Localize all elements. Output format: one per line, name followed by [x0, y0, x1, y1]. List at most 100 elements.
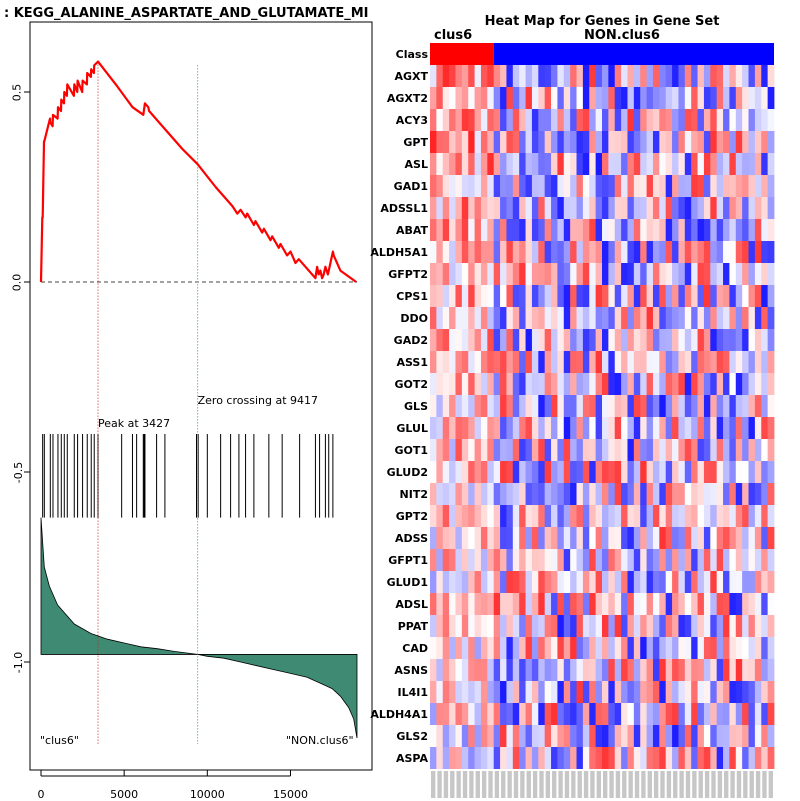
heatmap-cell	[703, 131, 711, 153]
heatmap-cell	[538, 703, 546, 725]
heatmap-cell	[754, 109, 762, 131]
heatmap-cell	[621, 351, 628, 373]
heatmap-cell	[678, 747, 686, 769]
heatmap-cell	[449, 241, 456, 263]
heatmap-cell	[595, 659, 603, 681]
heatmap-cell	[691, 461, 698, 483]
heatmap-cell	[525, 87, 533, 109]
heatmap-cell	[697, 483, 705, 505]
heatmap-cell	[525, 527, 533, 549]
heatmap-cell	[519, 417, 526, 439]
heatmap-cell	[582, 659, 590, 681]
heatmap-cell	[474, 659, 482, 681]
heatmap-cell	[576, 197, 584, 219]
heatmap-cell	[621, 549, 628, 571]
heatmap-cell	[589, 725, 597, 747]
heatmap-cell	[633, 549, 641, 571]
heatmap-cell	[442, 197, 450, 219]
heatmap-cell	[723, 219, 730, 241]
heatmap-cell	[480, 417, 488, 439]
heatmap-cell	[563, 263, 571, 285]
heatmap-cell	[691, 615, 698, 637]
heatmap-cell	[455, 65, 463, 87]
heatmap-cell	[754, 439, 762, 461]
heatmap-cell	[506, 659, 514, 681]
heatmap-cell	[589, 527, 597, 549]
heatmap-cell	[474, 483, 482, 505]
heatmap-cell	[633, 725, 641, 747]
heatmap-cell	[570, 65, 577, 87]
heatmap-cell	[672, 131, 679, 153]
column-label-mark	[730, 771, 735, 798]
heatmap-cell	[608, 593, 616, 615]
heatmap-cell	[551, 681, 558, 703]
heatmap-cell	[474, 703, 482, 725]
heatmap-cell	[595, 373, 603, 395]
heatmap-cell	[500, 527, 507, 549]
heatmap-cell	[659, 417, 667, 439]
heatmap-cell	[563, 219, 571, 241]
heatmap-cell	[703, 351, 711, 373]
heatmap-cell	[519, 175, 526, 197]
heatmap-cell	[461, 505, 469, 527]
heatmap-cell	[512, 505, 520, 527]
heatmap-cell	[436, 725, 444, 747]
heatmap-cell	[487, 329, 495, 351]
x-tick-label: 5000	[110, 788, 139, 801]
heatmap-cell	[461, 747, 469, 769]
heatmap-cell	[633, 637, 641, 659]
heatmap-cell	[742, 681, 749, 703]
heatmap-cell	[557, 241, 565, 263]
heatmap-cell	[608, 175, 616, 197]
heatmap-cell	[659, 351, 667, 373]
heatmap-cell	[461, 637, 469, 659]
heatmap-cell	[652, 549, 660, 571]
heatmap-cell	[480, 439, 488, 461]
heatmap-cell	[614, 571, 622, 593]
heatmap-cell	[506, 263, 514, 285]
heatmap-cell	[525, 373, 533, 395]
heatmap-cell	[442, 725, 450, 747]
heatmap-cell	[716, 593, 724, 615]
heatmap-cell	[589, 681, 597, 703]
heatmap-cell	[589, 615, 597, 637]
heatmap-cell	[646, 351, 654, 373]
heatmap-cell	[672, 197, 679, 219]
heatmap-cell	[646, 637, 654, 659]
heatmap-cell	[563, 615, 571, 637]
heatmap-cell	[646, 747, 654, 769]
heatmap-cell	[767, 703, 775, 725]
heatmap-cell	[621, 747, 628, 769]
heatmap-cell	[582, 461, 590, 483]
heatmap-cell	[500, 329, 507, 351]
heatmap-cell	[767, 373, 775, 395]
heatmap-cell	[468, 373, 475, 395]
heatmap-cell	[589, 263, 597, 285]
heatmap-cell	[697, 681, 705, 703]
heatmap-cell	[468, 241, 475, 263]
heatmap-cell	[551, 637, 558, 659]
heatmap-cell	[449, 659, 456, 681]
heatmap-cell	[691, 659, 698, 681]
heatmap-cell	[703, 549, 711, 571]
heatmap-cell	[640, 725, 647, 747]
heatmap-cell	[627, 197, 635, 219]
heatmap-cell	[691, 747, 698, 769]
heatmap-cell	[640, 681, 647, 703]
column-label-mark	[749, 771, 754, 798]
heatmap-cell	[710, 615, 718, 637]
heatmap-cell	[678, 263, 686, 285]
heatmap-cell	[531, 241, 539, 263]
heatmap-cell	[468, 263, 475, 285]
heatmap-cell	[735, 417, 743, 439]
heatmap-cell	[551, 219, 558, 241]
heatmap-cell	[672, 527, 679, 549]
heatmap-cell	[480, 681, 488, 703]
heatmap-cell	[678, 285, 686, 307]
heatmap-cell	[519, 219, 526, 241]
heatmap-cell	[761, 373, 769, 395]
heatmap-cell	[595, 263, 603, 285]
heatmap-cell	[538, 681, 546, 703]
heatmap-cell	[595, 549, 603, 571]
heatmap-cell	[716, 175, 724, 197]
